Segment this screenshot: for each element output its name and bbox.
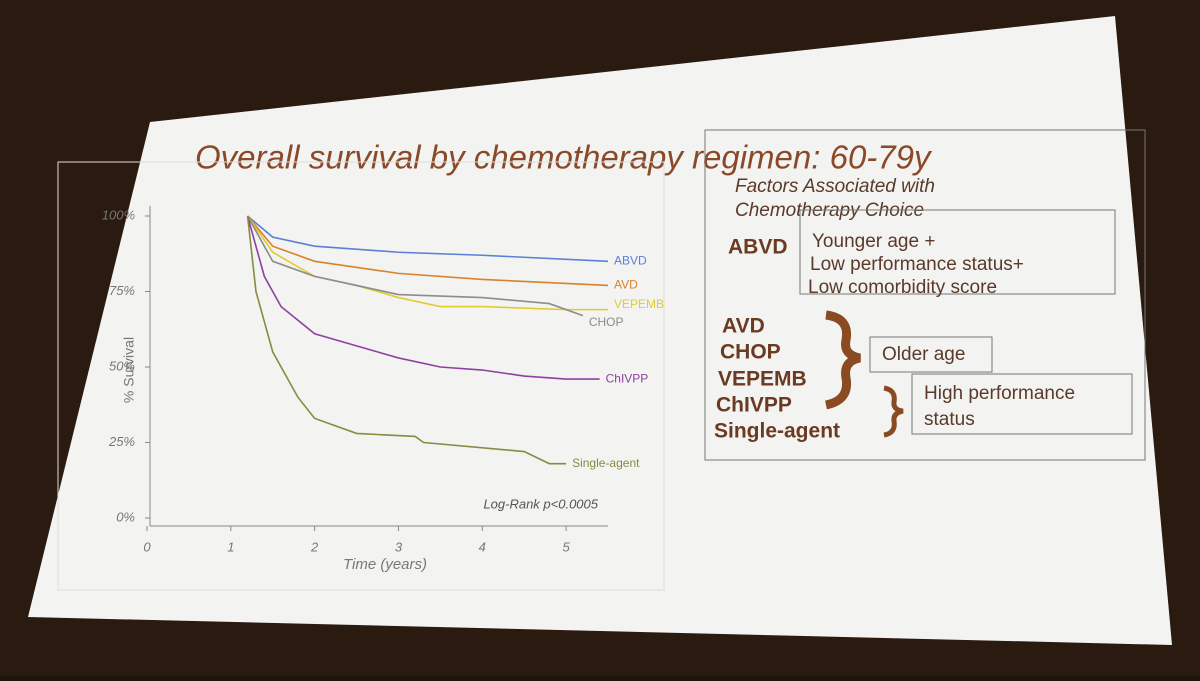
abvd-box (799, 209, 1116, 295)
annotation: Log-Rank p<0.0005 (483, 496, 598, 511)
high-box (911, 373, 1133, 435)
survival-curve (246, 215, 609, 287)
series-label: AVD (614, 278, 638, 292)
y-tick-label: 0% (116, 509, 135, 524)
series-label: ABVD (614, 253, 647, 267)
x-tick-label: 0 (143, 539, 151, 554)
chart-frame (57, 161, 665, 591)
regimen: AVD (722, 315, 765, 338)
regimen: ChIVPP (716, 394, 792, 417)
regimen: CHOP (720, 341, 781, 364)
x-tick-label: 4 (479, 539, 486, 554)
x-tick-label: 1 (227, 539, 234, 554)
x-label: Time (years) (343, 556, 427, 573)
x-tick-label: 3 (395, 539, 403, 554)
brace (883, 385, 904, 438)
brace (824, 310, 862, 410)
y-tick-label: 25% (108, 434, 135, 449)
factor: Low comorbidity score (808, 277, 997, 298)
series-label: VEPEMB (614, 297, 664, 311)
factor: Younger age + (812, 231, 935, 252)
survival-curve (246, 215, 584, 317)
factors-heading: Chemotherapy Choice (735, 200, 924, 221)
survival-curve (246, 215, 608, 311)
regimen: ABVD (728, 236, 788, 259)
regimen: Single-agent (714, 420, 840, 443)
factor: High performance (924, 383, 1075, 404)
x-tick-label: 2 (310, 539, 319, 554)
factor: status (924, 409, 975, 430)
factor: Low performance status+ (810, 254, 1024, 275)
older-box (869, 336, 993, 373)
survival-curve (246, 215, 600, 380)
series-label: ChIVPP (606, 371, 649, 385)
slide (28, 16, 1172, 645)
y-tick-label: 100% (102, 207, 135, 222)
factors-box (704, 129, 1146, 461)
x-tick-label: 5 (562, 539, 570, 554)
chart-title: Overall survival by chemotherapy regimen… (195, 139, 933, 176)
y-tick-label: 50% (109, 358, 135, 373)
survival-curve (246, 215, 567, 465)
regimen: VEPEMB (718, 368, 807, 391)
y-label: % Survival (121, 337, 137, 403)
survival-curve (247, 215, 609, 263)
series-label: CHOP (589, 315, 624, 329)
y-tick-label: 75% (109, 283, 135, 298)
factor: Older age (882, 344, 965, 365)
factors-heading: Factors Associated with (735, 176, 935, 197)
series-label: Single-agent (572, 456, 640, 470)
